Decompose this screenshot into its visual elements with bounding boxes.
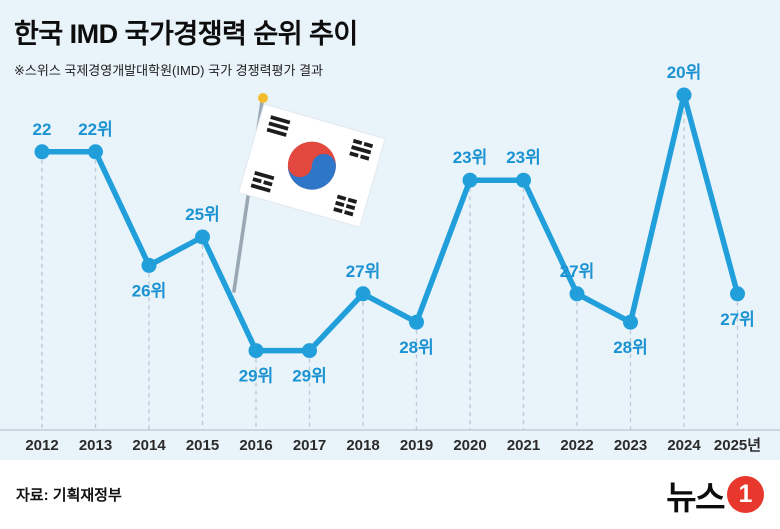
x-tick-label: 2024 [667,437,701,454]
x-tick-label: 2021 [507,437,540,454]
x-tick-label: 2019 [400,437,433,454]
x-tick-label: 2015 [186,437,219,454]
point-label: 23위 [506,148,541,167]
news1-logo-badge: 1 [727,476,764,513]
x-tick-label: 2016 [239,437,272,454]
x-tick-label: 2018 [346,437,379,454]
point-label: 29위 [292,367,327,386]
x-tick-label: 2022 [560,437,593,454]
data-point [355,286,371,302]
flagpole-finial [258,93,268,103]
data-point [141,257,157,273]
x-tick-label: 2020 [453,437,486,454]
point-label: 29위 [239,367,274,386]
news1-logo: 뉴스 1 [666,471,764,519]
x-tick-label: 2025년 [714,437,761,454]
source-text: 자료: 기획재정부 [16,487,122,504]
data-point [623,314,638,330]
data-point [730,286,745,302]
chart-subtitle: ※스위스 국제경영개발대학원(IMD) 국가 경쟁력평가 결과 [14,63,323,78]
data-point [462,172,478,188]
x-tick-label: 2023 [614,437,647,454]
chart-header: 한국 IMD 국가경쟁력 순위 추이 ※스위스 국제경영개발대학원(IMD) 국… [14,12,358,79]
point-label: 22위 [78,120,113,139]
point-label: 23위 [453,148,488,167]
data-point [248,343,264,359]
trend-chart: 22 22위 26위 25위 29위 29위 27위 28위 23위 23위 27위 28위 20위 27… [0,63,780,454]
point-label: 26위 [132,281,167,300]
x-tick-label: 2017 [293,437,326,454]
x-tick-label: 2012 [25,437,58,454]
x-tick-label: 2013 [79,437,112,454]
data-point [195,229,210,245]
data-point [34,144,50,160]
news1-logo-text: 뉴스 [666,478,725,516]
point-label: 22 [33,120,52,139]
data-point [88,144,103,160]
data-point [302,343,317,359]
point-label: 27위 [346,262,381,281]
x-tick-label: 2014 [132,437,166,454]
point-label: 28위 [613,338,648,357]
taegeuk-symbol [287,141,336,190]
data-point [409,314,424,330]
point-label: 25위 [185,205,220,224]
data-point [516,172,531,188]
page-title: 한국 IMD 국가경쟁력 순위 추이 [14,19,358,49]
chart-area: 한국 IMD 국가경쟁력 순위 추이 ※스위스 국제경영개발대학원(IMD) 국… [0,0,780,460]
korean-flag-illustration [232,93,386,293]
point-label: 28위 [399,338,434,357]
data-point [676,87,692,103]
point-label: 20위 [667,63,702,82]
point-label: 27위 [560,262,595,281]
trend-line [39,92,741,354]
point-label: 27위 [720,310,755,329]
footer: 자료: 기획재정부 뉴스 1 [0,460,780,529]
data-point [569,286,585,302]
